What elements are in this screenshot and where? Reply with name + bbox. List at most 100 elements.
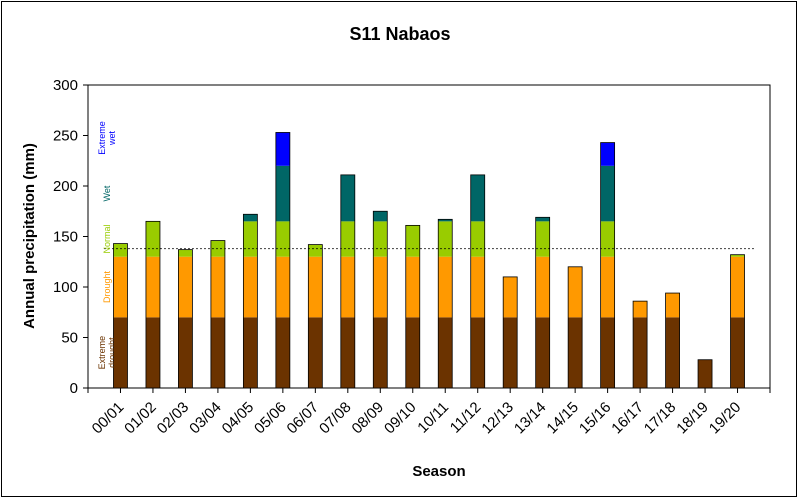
bar-segment [535, 221, 550, 257]
bar [470, 174, 486, 389]
x-tick-label: 11/12 [447, 399, 485, 437]
bar-segment [600, 317, 615, 388]
bar-segment [600, 165, 615, 222]
x-tick-label: 05/06 [251, 399, 290, 438]
y-tick-label: 0 [70, 380, 78, 397]
bar-segment [178, 256, 193, 318]
bar-segment [470, 221, 485, 257]
x-axis-title: Season [412, 463, 465, 480]
bar-segment [243, 317, 258, 388]
class-label: Drought [102, 270, 112, 303]
class-label: Extreme [97, 121, 107, 155]
bar-segment [243, 221, 258, 257]
bar-segment [405, 256, 420, 318]
bar-segment [373, 221, 388, 257]
x-tick-label: 13/14 [511, 399, 550, 438]
bar [145, 220, 161, 389]
bar-segment [535, 256, 550, 318]
bar [437, 218, 453, 389]
y-tick-label: 300 [53, 77, 78, 94]
bar-segment [113, 317, 128, 388]
bar-segment [470, 174, 485, 222]
bar [178, 249, 193, 389]
x-tick-label: 07/08 [316, 399, 355, 438]
bar-segment [698, 359, 713, 388]
x-tick-label: 16/17 [608, 399, 647, 438]
bar-segment [275, 317, 290, 388]
class-label: Wet [102, 185, 112, 201]
x-tick-label: 08/09 [349, 399, 388, 438]
bar [730, 254, 745, 389]
class-label: drought [107, 337, 117, 368]
bar-segment [275, 165, 290, 222]
bar-segment [405, 317, 420, 388]
bar-segment [568, 266, 583, 318]
bar-segment [210, 240, 225, 257]
bar-segment [600, 221, 615, 257]
x-tick-label: 12/13 [478, 399, 517, 438]
bar-segment [145, 221, 160, 257]
bar-segment [373, 256, 388, 318]
bar-segment [730, 256, 745, 318]
bar [697, 359, 713, 389]
bar-segment [178, 249, 193, 257]
x-tick-label: 06/07 [284, 399, 323, 438]
bar-segment [243, 256, 258, 318]
bar-segment [665, 293, 680, 318]
class-label: Normal [102, 225, 112, 254]
bar-segment [340, 317, 355, 388]
bar-segment [373, 317, 388, 388]
bar-segment [340, 256, 355, 318]
y-tick-label: 150 [53, 229, 78, 246]
bar-segment [113, 256, 128, 318]
y-tick-label: 100 [53, 279, 78, 296]
bar-segment [438, 256, 453, 318]
bar-segment [243, 214, 258, 222]
bar-segment [535, 317, 550, 388]
x-tick-label: 17/18 [641, 399, 680, 438]
bar-segment [405, 225, 420, 257]
bar-segment [470, 317, 485, 388]
bar [242, 213, 258, 389]
y-tick-label: 200 [53, 178, 78, 195]
x-tick-label: 10/11 [414, 399, 452, 437]
x-tick-label: 14/15 [543, 399, 582, 438]
bar-segment [600, 142, 615, 166]
bar-segment [600, 256, 615, 318]
bar-segment [568, 317, 583, 388]
bar [340, 174, 356, 389]
bar-segment [275, 256, 290, 318]
bar-segment [308, 317, 323, 388]
bar-segment [503, 276, 518, 318]
x-tick-label: 02/03 [154, 399, 193, 438]
bar-segment [438, 317, 453, 388]
x-tick-label: 03/04 [186, 399, 225, 438]
bar-segment [470, 256, 485, 318]
bar-segment [633, 317, 648, 388]
bar-segment [373, 211, 388, 222]
class-label: wet [107, 131, 117, 147]
bar-segment [340, 221, 355, 257]
bar [502, 276, 518, 389]
bar-segment [340, 174, 355, 222]
bar-segment [438, 221, 453, 257]
bar-segment [503, 317, 518, 388]
bar [600, 142, 616, 389]
bar-segment [275, 221, 290, 257]
x-tick-label: 15/16 [576, 399, 615, 438]
bar-segment [730, 317, 745, 388]
bar-segment [210, 256, 225, 318]
bar [535, 216, 551, 389]
x-tick-label: 19/20 [706, 399, 745, 438]
bar-segment [210, 317, 225, 388]
x-tick-label: 00/01 [89, 399, 128, 438]
bar [665, 292, 680, 389]
bar-segment [275, 132, 290, 166]
bar-segment [145, 256, 160, 318]
x-tick-label: 18/19 [673, 399, 712, 438]
plot-area: 0 50 100 150 200 250 300 00/0101/0202/0303/0404… [53, 77, 771, 438]
x-tick-label: 01/02 [121, 399, 160, 438]
bar-segment [730, 254, 745, 257]
bar [275, 132, 291, 389]
